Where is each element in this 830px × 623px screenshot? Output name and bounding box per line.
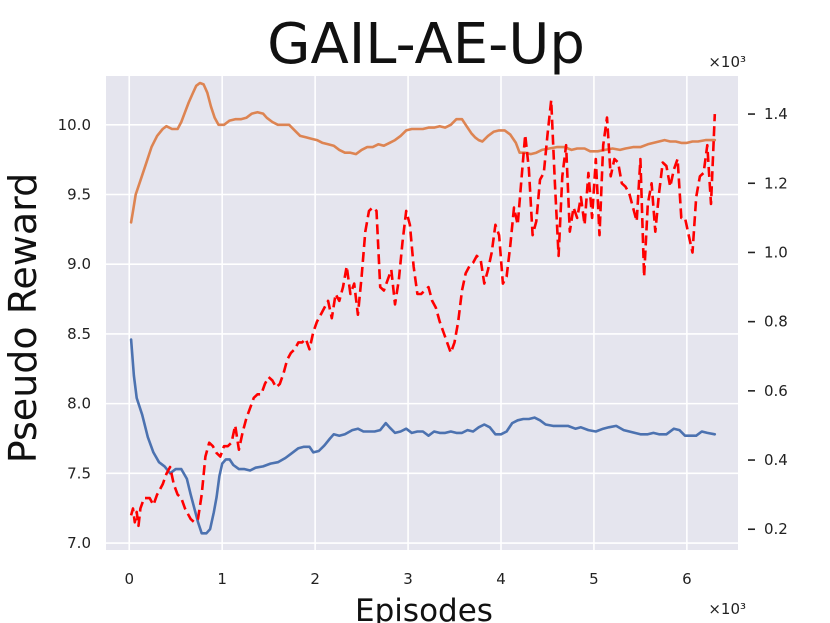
x-tick-label: 2 [310, 570, 320, 588]
x-tick-label: 1 [217, 570, 227, 588]
left-y-tick-label: 8.0 [67, 395, 91, 413]
right-y-tick-label: 1.2 [764, 174, 788, 192]
chart-title: GAIL-AE-Up [267, 12, 585, 77]
series-lines [129, 81, 717, 535]
right-y-tick-label: 0.8 [764, 313, 788, 331]
left-y-tick-label: 9.0 [67, 255, 91, 273]
x-axis: 0 1 2 3 4 5 6 [124, 570, 691, 588]
x-axis-label: Episodes [355, 593, 493, 623]
x-tick-label: 5 [589, 570, 599, 588]
series-line-3 [129, 98, 717, 528]
left-y-tick-label: 7.5 [67, 464, 91, 482]
left-y-tick-label: 10.0 [58, 116, 91, 134]
left-y-tick-label: 7.0 [67, 534, 91, 552]
left-y-axis: 7.0 7.5 8.0 8.5 9.0 9.5 10.0 [58, 116, 91, 552]
right-y-tick-label: 1.0 [764, 243, 788, 261]
right-y-tick-label: 0.4 [764, 451, 788, 469]
right-y-tick-label: 0.6 [764, 382, 788, 400]
right-y-tick-label: 0.2 [764, 520, 788, 538]
gridlines [106, 76, 738, 550]
x-axis-scale-label: ×10³ [708, 600, 746, 618]
x-tick-label: 3 [403, 570, 413, 588]
series-line-1 [129, 338, 717, 535]
right-y-axis: 0.2 0.4 0.6 0.8 1.0 1.2 1.4 [748, 105, 788, 538]
y-axis-label: Pseudo Reward [1, 173, 45, 463]
series-line-2 [129, 81, 717, 224]
x-tick-label: 4 [496, 570, 506, 588]
plot-area [106, 76, 738, 550]
x-tick-label: 0 [124, 570, 134, 588]
left-y-tick-label: 9.5 [67, 186, 91, 204]
right-axis-scale-label: ×10³ [708, 53, 746, 71]
right-y-tick-label: 1.4 [764, 105, 788, 123]
x-tick-label: 6 [682, 570, 692, 588]
left-y-tick-label: 8.5 [67, 325, 91, 343]
